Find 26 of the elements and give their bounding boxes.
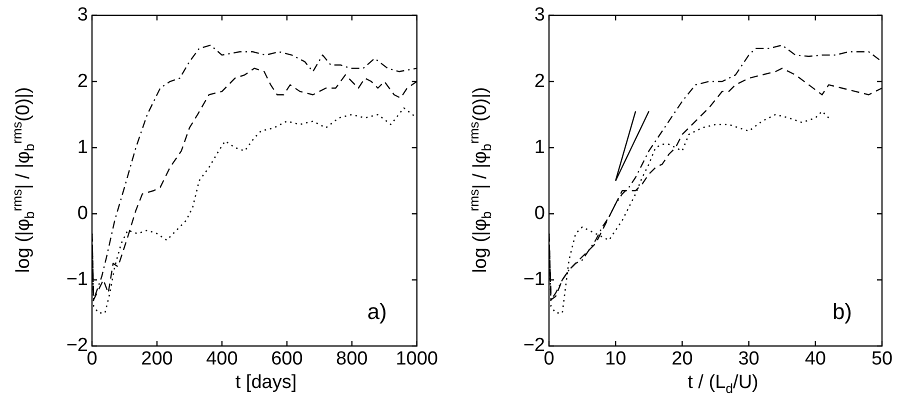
y-tick-label: 1 [77,136,88,158]
y-tick-label: 1 [534,136,545,158]
x-tick-label: 1000 [396,348,438,370]
x-tick-label: 200 [141,348,173,370]
y-tick-label: −2 [66,335,88,356]
x-axis-title: t [days] [234,372,298,394]
x-tick-label: 40 [804,348,826,370]
y-tick-label: 0 [534,202,545,224]
y-tick-label: −1 [66,269,88,290]
y-tick-label: 2 [77,70,88,92]
x-tick-label: 50 [871,348,893,370]
x-axis-title: t / (L$_{d}$/U) [686,372,760,396]
annotation: b) [832,299,852,324]
y-tick-label: 3 [534,4,545,26]
y-tick-label: −2 [523,335,545,356]
x-tick-label: 20 [672,348,693,370]
y-tick-label: 2 [534,70,545,92]
x-tick-label: 10 [605,348,626,370]
y-tick-label: 3 [77,4,88,26]
x-tick-label: 800 [336,348,368,370]
x-tick-label: 400 [206,348,238,370]
x-tick-label: 600 [271,348,303,370]
y-tick-label: 0 [77,202,88,224]
y-tick-label: −1 [523,269,545,290]
x-tick-label: 30 [738,348,760,370]
annotation: a) [367,299,387,324]
